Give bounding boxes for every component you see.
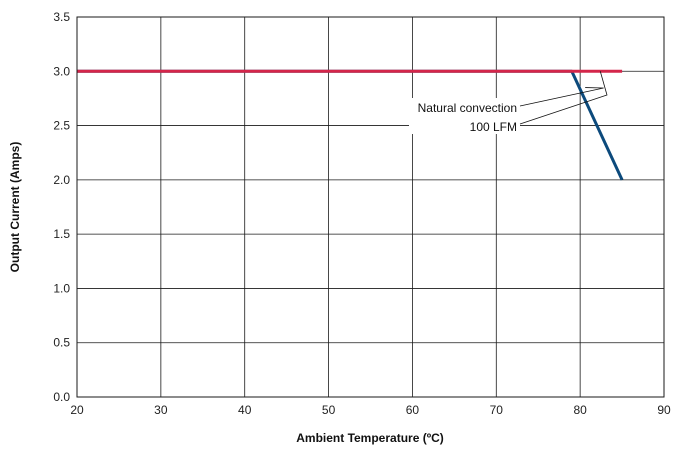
y-tick-label: 2.0 [53, 173, 70, 187]
leader-100-lfm [519, 71, 608, 125]
annotation-100-lfm: 100 LFM [470, 120, 517, 134]
y-axis-title: Output Current (Amps) [8, 142, 22, 273]
x-tick-label: 60 [406, 403, 420, 417]
y-tick-label: 1.0 [53, 281, 70, 295]
annotation-leaders [519, 71, 608, 125]
grid [76, 16, 665, 398]
x-tick-label: 80 [573, 403, 587, 417]
series-lines [77, 69, 624, 181]
y-tick-label: 0.0 [53, 390, 70, 404]
y-tick-label: 0.5 [53, 336, 70, 350]
plot-frame [76, 16, 665, 398]
annotation-background [409, 98, 520, 134]
y-tick-label: 3.0 [53, 64, 70, 78]
x-tick-label: 70 [490, 403, 504, 417]
leader-natural-convection [519, 87, 604, 107]
x-tick-label: 20 [70, 403, 84, 417]
annotation-natural-convection: Natural convection [418, 101, 517, 115]
x-axis-title: Ambient Temperature (ºC) [296, 431, 444, 445]
y-tick-label: 2.5 [53, 119, 70, 133]
y-tick-label: 1.5 [53, 227, 70, 241]
y-tick-label: 3.5 [53, 10, 70, 24]
x-tick-label: 30 [154, 403, 168, 417]
tick-labels: 20 30 40 50 60 70 80 90 0.0 0.5 1.0 1.5 2.0 2.5 3.0 3.5 [53, 10, 671, 417]
x-tick-label: 40 [238, 403, 252, 417]
x-tick-label: 90 [657, 403, 671, 417]
x-tick-label: 50 [322, 403, 336, 417]
